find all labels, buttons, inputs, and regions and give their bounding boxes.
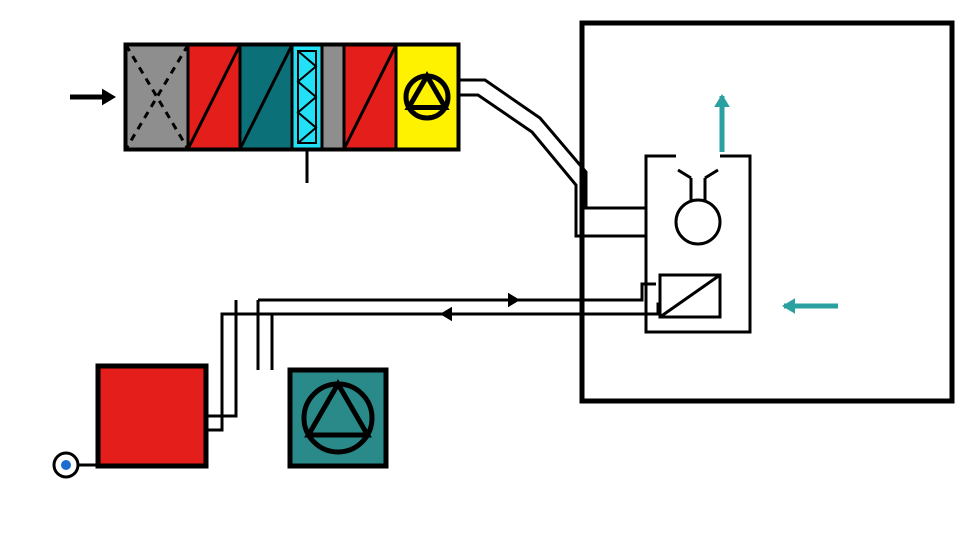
ahu-section-cooler — [240, 45, 292, 149]
ahu-section-reheater — [344, 45, 396, 149]
arrow-head — [508, 293, 520, 307]
diffuser-icon — [676, 200, 720, 244]
boiler — [98, 366, 206, 466]
arrow-head — [782, 298, 795, 314]
boiler-pipe-a — [206, 314, 272, 430]
chiller-pipes — [258, 300, 272, 370]
ahu-section-fan — [396, 45, 458, 149]
arrow-head — [714, 94, 730, 107]
ahu-section-heater — [188, 45, 240, 149]
ahu-section-filter — [126, 45, 188, 149]
supply-duct-bottom — [458, 95, 646, 236]
arrow-head — [440, 307, 452, 321]
burner-flame — [61, 460, 71, 470]
room-box — [582, 23, 952, 401]
ahu-section-humidifier — [292, 45, 322, 149]
pipe-return — [272, 304, 660, 314]
ahu-section-spacer — [322, 45, 344, 149]
arrow-head — [102, 89, 116, 106]
pipe-supply — [258, 284, 656, 300]
